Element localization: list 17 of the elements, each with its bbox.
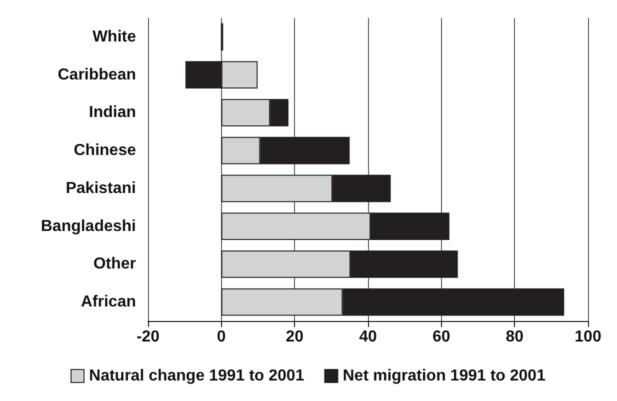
y-tick-label: Bangladeshi: [40, 218, 136, 235]
x-tick-label: 0: [216, 328, 226, 346]
legend-label: Natural change 1991 to 2001: [89, 368, 304, 384]
y-tick-label: Other: [93, 256, 136, 273]
x-tick-label: 20: [286, 328, 304, 346]
y-tick-label: Pakistani: [66, 180, 136, 197]
x-tick-label: 60: [432, 328, 450, 346]
y-tick-label: White: [92, 28, 136, 46]
x-tick-label: 40: [359, 328, 377, 346]
y-tick-label: African: [80, 294, 136, 311]
x-tick-label: 80: [506, 328, 524, 346]
y-tick-label: Caribbean: [58, 66, 136, 84]
legend-label: Net migration 1991 to 2001: [342, 368, 546, 384]
x-tick-label: 100: [574, 328, 602, 346]
x-tick-label: -20: [136, 328, 160, 346]
y-tick-label: Chinese: [74, 142, 136, 160]
y-tick-label: Indian: [88, 104, 136, 122]
